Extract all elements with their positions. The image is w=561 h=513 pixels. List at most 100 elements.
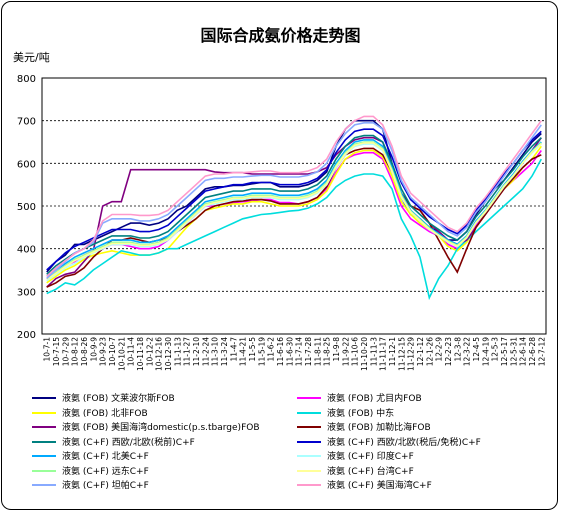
y-tick-label: 700 xyxy=(17,117,36,128)
legend-label: 液氨 (FOB) 北非FOB xyxy=(62,408,148,419)
series-line-7 xyxy=(46,134,542,275)
y-tick-label: 300 xyxy=(17,287,36,298)
x-tick-label: 10-11-4 xyxy=(127,337,136,366)
series-line-9 xyxy=(46,139,542,278)
x-tick-label: 10-8-12 xyxy=(71,337,80,366)
legend-swatch xyxy=(297,455,321,457)
x-tick-label: 10-12-30 xyxy=(164,337,173,371)
legend-label: 液氨 (FOB) 中东 xyxy=(327,408,395,419)
x-tick-label: 11-4-7 xyxy=(229,337,238,362)
legend-label: 液氨 (FOB) 尤目内FOB xyxy=(327,394,422,404)
y-tick-label: 400 xyxy=(17,245,36,256)
legend-label: 液氨 (C+F) 北美C+F xyxy=(62,452,149,462)
x-tick-label: 10-9-23 xyxy=(99,337,108,366)
x-tick-label: 11-3-10 xyxy=(211,337,220,366)
x-tick-label: 10-7-29 xyxy=(61,337,70,366)
x-tick-label: 11-4-21 xyxy=(239,337,248,366)
x-tick-label: 12-5-17 xyxy=(500,337,509,366)
x-tick-label: 12-2-23 xyxy=(444,337,453,366)
legend-swatch xyxy=(297,484,321,486)
x-tick-label: 12-3-8 xyxy=(453,337,462,362)
legend-label: 液氨 (FOB) 美国海湾domestic(p.s.tbarge)FOB xyxy=(62,423,260,433)
x-tick-label: 10-7-15 xyxy=(52,337,61,366)
x-tick-label: 12-6-28 xyxy=(528,337,537,366)
x-tick-label: 11-6-16 xyxy=(276,337,285,366)
x-tick-label: 11-7-28 xyxy=(304,337,313,366)
legend-swatch xyxy=(32,469,56,472)
x-tick-label: 12-5-3 xyxy=(491,337,500,362)
x-tick-label: 11-10-20 xyxy=(360,337,369,371)
legend-swatch xyxy=(32,484,56,486)
legend-swatch xyxy=(32,440,56,443)
legend-label: 液氨 (C+F) 美国海湾C+F xyxy=(327,481,432,491)
series-line-10 xyxy=(46,143,542,282)
legend-swatch xyxy=(297,426,321,428)
x-tick-label: 11-11-3 xyxy=(369,337,378,366)
legend-swatch xyxy=(32,397,56,399)
legend-label: 液氨 (C+F) 台湾C+F xyxy=(327,466,414,477)
x-tick-labels: 10-7-1 10-7-15 10-7-29 10-8-12 10-8-26 10-9-9… xyxy=(43,337,547,371)
series-line-5 xyxy=(46,136,542,288)
x-tick-label: 11-10-6 xyxy=(351,337,360,366)
x-tick-label: 12-1-12 xyxy=(416,337,425,366)
x-tick-label: 12-6-14 xyxy=(519,337,528,366)
legend-swatch xyxy=(297,411,321,414)
x-tick-label: 11-2-24 xyxy=(201,337,210,366)
series-line-8 xyxy=(46,128,542,271)
legend-label: 液氨 (C+F) 远东C+F xyxy=(62,466,149,477)
legend-label: 液氨 (C+F) 西欧/北欧(税后/免税)C+F xyxy=(327,437,481,448)
x-tick-label: 10-9-9 xyxy=(89,337,98,362)
x-tick-label: 10-11-18 xyxy=(136,337,145,371)
legend-label: 液氨 (FOB) 加勒比海FOB xyxy=(327,423,431,433)
x-tick-label: 12-1-26 xyxy=(425,337,434,366)
y-tick-label: 800 xyxy=(17,74,36,85)
x-tick-label: 11-6-2 xyxy=(267,337,276,362)
legend-label: 液氨 (FOB) 文莱波尔斯FOB xyxy=(62,394,175,404)
legend-swatch xyxy=(32,455,56,457)
legend-swatch xyxy=(297,397,321,399)
y-tick-labels: 200 300 400 500 600 700 800 xyxy=(17,74,36,341)
x-tick-label: 11-9-22 xyxy=(341,337,350,366)
legend-swatch xyxy=(32,426,56,428)
x-tick-label: 11-8-11 xyxy=(313,337,322,366)
series-line-14 xyxy=(46,115,542,277)
chart-title: 国际合成氨价格走势图 xyxy=(200,26,361,45)
x-tick-label: 12-2-9 xyxy=(435,337,444,362)
x-tick-label: 11-1-27 xyxy=(183,337,192,366)
plot-area-border xyxy=(41,77,547,335)
x-tick-label: 11-8-25 xyxy=(323,337,332,366)
x-tick-label: 11-12-1 xyxy=(388,337,397,366)
series-line-3 xyxy=(46,145,542,284)
legend-swatch xyxy=(32,411,56,414)
series-line-12 xyxy=(46,142,542,281)
x-tick-label: 12-4-19 xyxy=(481,337,490,366)
x-tick-label: 11-12-29 xyxy=(407,337,416,371)
x-tick-label: 11-3-24 xyxy=(220,337,229,366)
legend-label: 液氨 (C+F) 西欧/北欧(税前)C+F xyxy=(62,437,195,448)
x-tick-label: 10-12-16 xyxy=(155,337,164,371)
x-tick-label: 11-1-13 xyxy=(173,337,182,366)
x-tick-label: 12-4-5 xyxy=(472,337,481,362)
y-axis-unit-label: 美元/吨 xyxy=(13,51,50,64)
series-line-6 xyxy=(46,147,542,288)
legend-swatch xyxy=(297,440,321,443)
y-tick-label: 500 xyxy=(17,202,36,213)
series-line-13 xyxy=(46,122,542,280)
series-lines xyxy=(46,115,543,301)
x-tick-label: 11-7-14 xyxy=(295,337,304,366)
x-tick-label: 10-8-26 xyxy=(80,337,89,366)
legend-swatch xyxy=(297,469,321,472)
x-tick-label: 11-2-10 xyxy=(192,337,201,366)
x-tick-label: 10-7-1 xyxy=(43,337,52,362)
x-tick-label: 10-10-7 xyxy=(108,337,117,366)
x-tick-label: 12-5-31 xyxy=(509,337,518,366)
y-tick-label: 600 xyxy=(17,159,36,170)
x-tick-label: 12-3-22 xyxy=(463,337,472,366)
y-tick-label: 200 xyxy=(17,330,36,341)
x-tick-label: 12-7-12 xyxy=(537,337,546,366)
x-tick-label: 11-12-15 xyxy=(397,337,406,371)
x-tick-label: 11-9-8 xyxy=(332,337,341,362)
x-tick-label: 11-5-5 xyxy=(248,337,257,362)
x-tick-label: 11-11-17 xyxy=(379,337,388,371)
